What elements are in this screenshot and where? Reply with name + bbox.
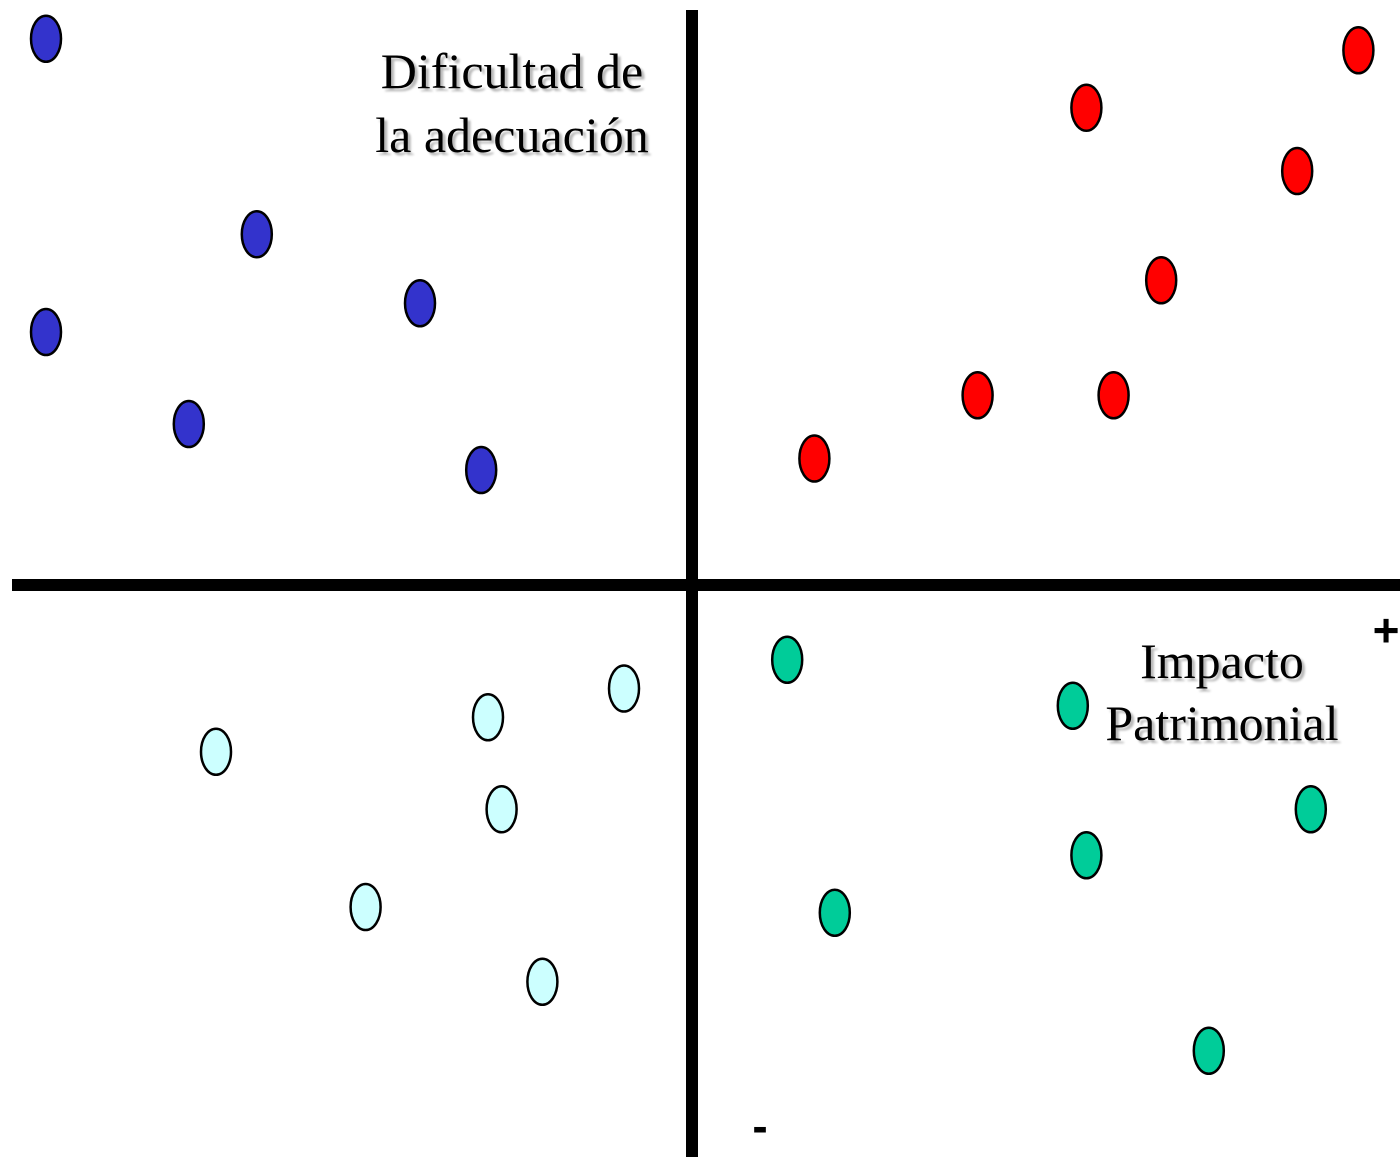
- data-point-s3-p2: [1294, 785, 1328, 834]
- data-point-s1-p6: [798, 434, 831, 483]
- data-point-s2-p1: [471, 693, 505, 742]
- data-point-s1-p5: [1097, 371, 1130, 420]
- data-point-s3-p4: [818, 888, 852, 937]
- data-point-s2-p5: [526, 957, 559, 1006]
- data-point-s1-p0: [1342, 26, 1375, 75]
- data-point-s1-p4: [961, 371, 994, 420]
- data-point-s0-p3: [403, 279, 437, 328]
- data-point-s2-p2: [199, 727, 233, 776]
- data-point-s0-p1: [240, 210, 274, 259]
- data-point-s2-p4: [349, 882, 382, 932]
- data-point-s2-p3: [485, 785, 518, 834]
- data-point-s3-p1: [1056, 681, 1090, 730]
- data-point-s0-p4: [172, 399, 206, 449]
- data-point-s0-p0: [29, 14, 63, 63]
- data-point-s0-p2: [29, 307, 63, 357]
- data-point-s1-p1: [1070, 83, 1103, 132]
- data-point-s3-p3: [1070, 831, 1103, 880]
- data-point-s1-p3: [1144, 256, 1178, 305]
- y-axis-label: Dificultad de la adecuación: [375, 43, 648, 163]
- data-point-s2-p0: [607, 664, 641, 713]
- data-point-s1-p2: [1280, 146, 1314, 196]
- x-axis-label: Impacto Patrimonial: [1105, 633, 1338, 751]
- data-point-s3-p0: [770, 635, 804, 684]
- positive-marker: +: [1373, 604, 1400, 656]
- data-point-s0-p5: [464, 445, 498, 495]
- data-point-s3-p5: [1192, 1026, 1226, 1075]
- negative-marker: -: [752, 1100, 767, 1152]
- data-points: [29, 14, 1375, 1075]
